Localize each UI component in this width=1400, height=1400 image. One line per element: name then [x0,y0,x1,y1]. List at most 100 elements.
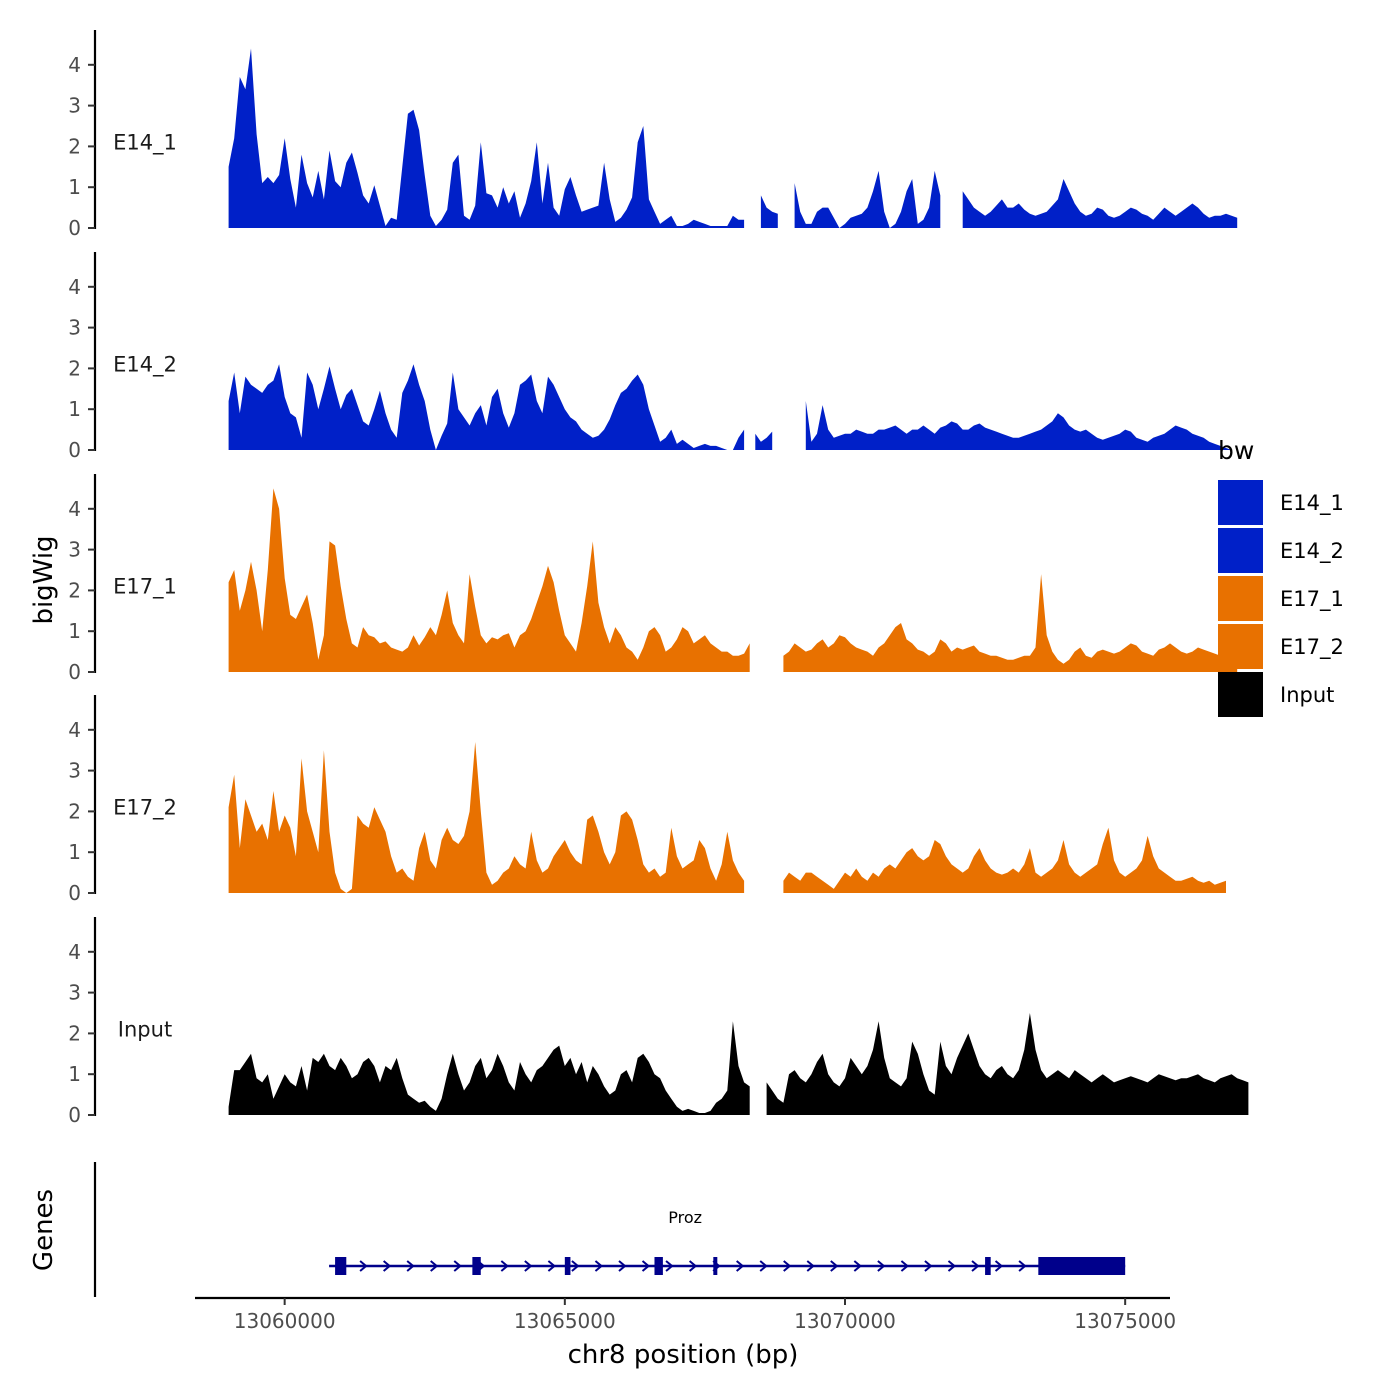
x-axis-title: chr8 position (bp) [568,1340,799,1370]
strand-arrow-14 [641,1260,651,1272]
strand-arrow-12 [594,1260,604,1272]
x-tick-label-13075000: 13075000 [1074,1309,1176,1333]
area-e17-1-segment-2 [783,574,1238,672]
y-tick-label-e17-1-3: 3 [68,538,81,562]
strand-arrow-30 [1018,1260,1027,1272]
gene-exon-5 [713,1257,718,1275]
area-e14-2-segment-1 [228,364,745,450]
area-e14-2-segment-3 [805,401,1243,450]
strand-arrow-19 [759,1260,768,1272]
gene-name-label: Proz [668,1208,702,1227]
track-label-input: Input [118,1017,172,1041]
strand-arrow-23 [853,1260,862,1272]
strand-arrow-9 [524,1260,533,1272]
y-tick-label-e14-2-0: 0 [68,438,81,462]
legend-label-e17-2: E17_2 [1280,635,1344,660]
strand-arrow-22 [830,1260,839,1272]
gene-exon-4 [654,1257,663,1275]
area-input-segment-2 [766,1013,1249,1115]
legend-label-e14-2: E14_2 [1280,539,1344,564]
area-e17-1-segment-1 [228,488,750,672]
y-tick-label-e17-1-4: 4 [68,497,81,521]
y-tick-label-e14-2-3: 3 [68,316,81,340]
strand-arrow-28 [971,1260,980,1272]
track-label-e17-1: E17_1 [113,574,177,599]
y-tick-label-input-1: 1 [68,1062,81,1086]
strand-arrow-5 [430,1260,439,1272]
strand-arrow-21 [806,1260,815,1272]
y-tick-label-e14-1-3: 3 [68,94,81,118]
gene-exon-1 [335,1257,347,1275]
area-input-segment-1 [228,1021,750,1115]
area-e14-1-segment-3 [794,170,941,228]
strand-arrow-20 [783,1260,792,1272]
legend-label-input: Input [1280,683,1334,707]
strand-arrow-13 [618,1260,627,1272]
area-e17-2-segment-1 [228,742,745,893]
legend-swatch-e17-1 [1218,576,1263,621]
strand-arrow-27 [947,1260,957,1272]
y-tick-label-e17-2-0: 0 [68,881,81,905]
y-tick-label-input-2: 2 [68,1021,81,1045]
legend-label-e14-1: E14_1 [1280,491,1344,516]
strand-arrow-10 [547,1260,556,1272]
strand-arrow-6 [453,1260,462,1272]
gene-track: Proz [93,1162,1126,1297]
track-label-e17-2: E17_2 [113,795,177,820]
y-tick-label-input-0: 0 [68,1103,81,1127]
legend-swatch-input [1218,672,1263,717]
y-tick-label-e14-1-2: 2 [68,134,81,158]
y-tick-label-input-4: 4 [68,940,81,964]
y-tick-label-e14-1-0: 0 [68,216,81,240]
y-tick-label-e17-2-4: 4 [68,718,81,742]
strand-arrow-18 [736,1260,745,1272]
y-tick-label-e14-2-4: 4 [68,275,81,299]
legend-swatch-e14-1 [1218,480,1263,525]
gene-exon-2 [472,1257,481,1275]
x-tick-label-13065000: 13065000 [514,1309,616,1333]
y-tick-label-e17-2-3: 3 [68,759,81,783]
y-axis-title: bigWig [29,535,59,624]
legend-swatch-e17-2 [1218,624,1263,669]
legend-title: bw [1218,436,1254,465]
gene-exon-7 [1038,1257,1126,1275]
strand-arrow-4 [406,1260,415,1272]
x-axis: 13060000 13065000 13070000 13075000 [195,1296,1176,1333]
track-e14-2: 0 1 2 3 4 E14_2 [68,252,1243,462]
strand-arrow-2 [359,1260,368,1272]
strand-arrow-16 [688,1260,698,1272]
strand-arrow-24 [877,1260,886,1272]
x-tick-label-13060000: 13060000 [234,1309,336,1333]
coverage-tracks: 0 1 2 3 4 E14_1 0 1 2 3 4 E14_2 0 1 2 3 4 E17_1 0 1 2 3 4 E17_2… [68,30,1249,1127]
y-tick-label-e17-1-1: 1 [68,619,81,643]
y-tick-label-e17-1-2: 2 [68,578,81,602]
y-tick-label-e14-2-1: 1 [68,397,81,421]
gene-exon-6 [985,1257,991,1275]
track-e17-1: 0 1 2 3 4 E17_1 [68,474,1238,684]
area-e14-2-segment-2 [755,431,773,450]
y-tick-label-e14-2-2: 2 [68,356,81,380]
strand-arrow-3 [382,1260,392,1272]
track-e17-2: 0 1 2 3 4 E17_2 [68,695,1226,905]
legend: bw E14_1 E14_2 E17_1 E17_2 Input [1218,436,1344,717]
area-e17-2-segment-2 [783,827,1226,893]
strand-arrow-11 [571,1260,580,1272]
track-e14-1: 0 1 2 3 4 E14_1 [68,30,1238,240]
strand-arrow-8 [500,1260,509,1272]
track-input: 0 1 2 3 4 Input [68,917,1249,1127]
legend-label-e17-1: E17_1 [1280,587,1344,612]
y-tick-label-input-3: 3 [68,981,81,1005]
strand-arrow-25 [900,1260,909,1272]
y-tick-label-e14-1-4: 4 [68,53,81,77]
y-tick-label-e17-2-2: 2 [68,799,81,823]
area-e14-1-segment-2 [760,195,778,228]
y-tick-label-e14-1-1: 1 [68,175,81,199]
area-e14-1-segment-4 [962,179,1238,228]
area-e14-1-segment-1 [228,48,745,228]
x-tick-label-13070000: 13070000 [794,1309,896,1333]
genes-axis-title: Genes [29,1189,59,1271]
gene-exon-3 [564,1257,571,1275]
legend-swatch-e14-2 [1218,528,1263,573]
strand-arrow-15 [665,1260,674,1272]
